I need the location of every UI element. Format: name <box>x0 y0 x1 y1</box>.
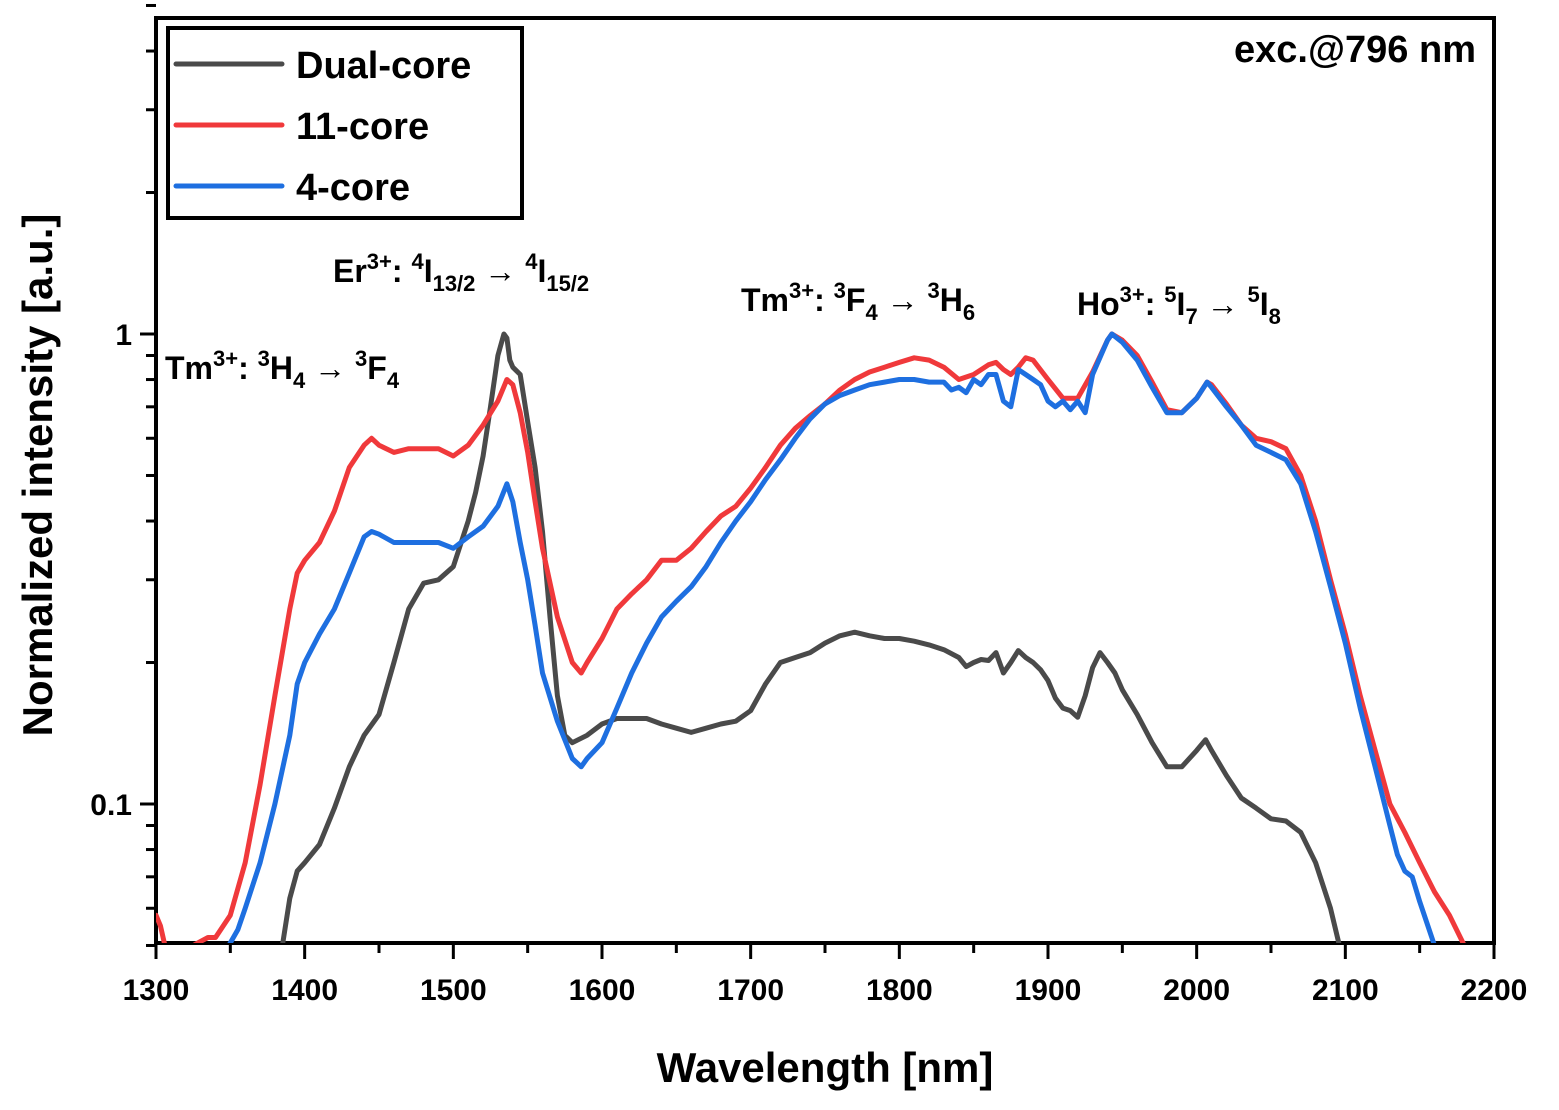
x-tick-label: 2000 <box>1163 974 1230 1007</box>
legend-label: Dual-core <box>296 45 471 87</box>
x-tick-label: 2100 <box>1312 974 1379 1007</box>
legend: Dual-core 11-core 4-core <box>166 26 524 220</box>
y-axis-title: Normalized intensity [a.u.] <box>14 214 61 737</box>
y-axis: 0.11 <box>90 3 156 947</box>
transition-label-ho-2000: Ho3+: 5I7 → 5I8 <box>1077 282 1281 329</box>
series-layer <box>156 331 1466 943</box>
series-line-11-core <box>156 331 1466 943</box>
x-tick-label: 1700 <box>717 974 784 1007</box>
x-tick-label: 1800 <box>866 974 933 1007</box>
x-tick-label: 2200 <box>1461 974 1528 1007</box>
series-line-4-core <box>227 331 1437 943</box>
x-tick-label: 1600 <box>569 974 636 1007</box>
x-axis: 1300 1400 1500 1600 1700 1800 1900 2000 2100 2200 <box>123 943 1528 1007</box>
legend-label: 11-core <box>296 106 429 148</box>
x-tick-label: 1300 <box>123 974 190 1007</box>
annotations: Tm3+: 3H4 → 3F4 Er3+: 4I13/2 → 4I15/2 Tm3+… <box>165 249 1281 393</box>
series-line-dual-core <box>280 331 1342 943</box>
legend-label: 4-core <box>296 167 410 209</box>
y-tick-label: 1 <box>115 319 132 352</box>
transition-label-tm-1800: Tm3+: 3F4 → 3H6 <box>741 278 975 325</box>
x-tick-label: 1900 <box>1015 974 1082 1007</box>
x-tick-label: 1400 <box>271 974 338 1007</box>
transition-label-tm-1470: Tm3+: 3H4 → 3F4 <box>165 346 400 393</box>
excitation-note: exc.@796 nm <box>1234 29 1476 71</box>
y-tick-label: 0.1 <box>90 789 132 822</box>
x-axis-title: Wavelength [nm] <box>657 1044 994 1091</box>
x-tick-label: 1500 <box>420 974 487 1007</box>
transition-label-er-1530: Er3+: 4I13/2 → 4I15/2 <box>333 249 589 296</box>
